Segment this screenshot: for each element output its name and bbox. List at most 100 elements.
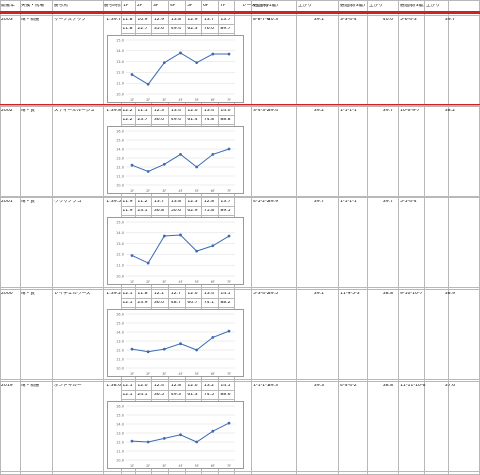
race-year: 2003 bbox=[1, 18, 13, 22]
lap-time-7: 13.7 bbox=[220, 18, 231, 22]
race-condition: 晴・良 bbox=[21, 200, 35, 204]
grid-line bbox=[0, 196, 480, 197]
winner-name: レイチェルウーズ bbox=[54, 292, 91, 296]
cumulative-time-3: 36.5 bbox=[153, 393, 165, 397]
grid-line bbox=[0, 106, 480, 107]
race-last-3f: 39.3 bbox=[267, 384, 278, 388]
x-tick-label: 2F bbox=[146, 98, 150, 102]
y-tick-label: 10.0 bbox=[116, 366, 125, 370]
y-tick-label: 14.0 bbox=[116, 49, 125, 53]
lap-chart-svg: 16.0 15.0 14.0 13.0 12.0 11.0 10.0 1F 2F 3F 4F 5F 6F… bbox=[116, 312, 235, 376]
grid-line bbox=[398, 0, 399, 475]
cumulative-time-4: 49.4 bbox=[170, 118, 182, 122]
y-tick-label: 10.0 bbox=[116, 458, 125, 462]
x-tick-label: 2F bbox=[146, 464, 150, 468]
lap-chart: 16.0 15.0 14.0 13.0 12.0 11.0 10.0 1F 2F 3F 4F 5F 6F… bbox=[107, 401, 244, 469]
cumulative-time-5: 61.3 bbox=[187, 393, 198, 397]
lap-point-5 bbox=[195, 440, 199, 444]
y-tick-label: 15.0 bbox=[116, 38, 125, 42]
cumulative-time-1: 12.2 bbox=[122, 118, 133, 122]
x-tick-label: 1F bbox=[130, 372, 134, 376]
y-tick-label: 12.0 bbox=[116, 165, 125, 169]
lap-point-6 bbox=[211, 336, 215, 339]
x-tick-label: 2F bbox=[146, 372, 150, 376]
lap-time-1: 12.2 bbox=[122, 109, 133, 113]
race-year: 2019 bbox=[1, 384, 13, 388]
cumulative-time-1: 11.9 bbox=[122, 209, 133, 213]
passing-order-3rd: 4-4-4-2 bbox=[340, 384, 357, 388]
cumulative-time-4: 49.3 bbox=[170, 393, 182, 397]
lap-point-2 bbox=[146, 350, 150, 354]
y-tick-label: 12.0 bbox=[116, 440, 125, 444]
grid-line bbox=[0, 15, 480, 16]
cumulative-time-6: 74.8 bbox=[203, 118, 215, 122]
lap-time-4: 13.8 bbox=[170, 18, 182, 22]
last-3f-1st: 39.2 bbox=[313, 109, 324, 113]
x-tick-label: 5F bbox=[195, 189, 199, 193]
grid-line bbox=[0, 289, 480, 290]
x-tick-label: 7F bbox=[227, 372, 231, 376]
lap-point-3 bbox=[162, 437, 166, 440]
race-last-3f: 40.3 bbox=[267, 18, 278, 22]
x-tick-label: 1F bbox=[130, 280, 134, 284]
y-tick-label: 16.0 bbox=[116, 312, 125, 316]
x-tick-label: 2F bbox=[146, 280, 150, 284]
lap-time-3: 12.3 bbox=[153, 109, 165, 113]
lap-time-6: 13.7 bbox=[203, 18, 215, 22]
x-tick-label: 5F bbox=[195, 372, 199, 376]
lap-time-5: 12.0 bbox=[187, 109, 198, 113]
grid-line bbox=[0, 197, 480, 198]
passing-order-x: 9-10-10-7 bbox=[400, 292, 423, 296]
passing-order-1st: 3-4-3-2 bbox=[253, 109, 270, 113]
last-3f-3rd: 39.7 bbox=[382, 109, 393, 113]
x-tick-label: 1F bbox=[130, 189, 134, 193]
header-weather-track: 天候・馬場 bbox=[21, 4, 44, 8]
cumulative-time-3: 36.0 bbox=[153, 301, 165, 305]
passing-order-3rd: 3-3-4-4 bbox=[340, 18, 357, 22]
lap-chart-svg: 16.0 15.0 14.0 13.0 12.0 11.0 10.0 1F 2F 3F 4F 5F 6F… bbox=[116, 404, 235, 468]
grid-line bbox=[0, 105, 480, 106]
lap-series-line bbox=[131, 148, 230, 173]
last-3f-1st: 39.1 bbox=[313, 18, 324, 22]
lap-time-2: 11.5 bbox=[137, 109, 148, 113]
lap-point-4 bbox=[179, 51, 182, 55]
grid-line bbox=[367, 0, 368, 475]
win-time: 1:38.6 bbox=[106, 384, 121, 388]
grid-line bbox=[121, 33, 234, 34]
lap-time-1: 11.8 bbox=[122, 18, 133, 22]
x-tick-label: 4F bbox=[178, 280, 182, 284]
cumulative-time-5: 60.7 bbox=[187, 301, 198, 305]
cumulative-time-1: 11.8 bbox=[122, 27, 133, 31]
lap-series-line bbox=[131, 330, 230, 353]
passing-order-3rd: 1-1-1-1 bbox=[340, 109, 357, 113]
last-3f-1st: 39.1 bbox=[313, 292, 324, 296]
grid-line bbox=[121, 124, 234, 125]
last-3f-3rd: 38.8 bbox=[382, 384, 393, 388]
lap-point-1 bbox=[130, 254, 134, 257]
x-tick-label: 6F bbox=[211, 280, 215, 284]
y-tick-label: 12.0 bbox=[116, 71, 125, 75]
lap-chart: 16.0 15.0 14.0 13.0 12.0 11.0 10.0 1F 2F 3F 4F 5F 6F… bbox=[107, 126, 244, 194]
header-lap-6: 6F bbox=[203, 4, 209, 8]
cumulative-time-1: 12.1 bbox=[122, 301, 133, 305]
y-tick-label: 11.0 bbox=[116, 174, 125, 178]
cumulative-time-1: 12.1 bbox=[122, 393, 133, 397]
lap-point-3 bbox=[162, 347, 166, 351]
passing-order-x: 10-6-9-7 bbox=[400, 109, 420, 113]
lap-point-6 bbox=[211, 429, 215, 433]
passing-order-3rd: 11-9-5-3 bbox=[340, 292, 360, 296]
x-tick-label: 1F bbox=[130, 98, 134, 102]
header-last-1st: 上がり bbox=[298, 4, 312, 8]
winner-name: ボンドギルー bbox=[54, 384, 82, 388]
cumulative-time-5: 62.3 bbox=[187, 27, 198, 31]
cumulative-time-2: 22.7 bbox=[137, 27, 148, 31]
lap-point-3 bbox=[162, 61, 166, 65]
lap-time-3: 12.1 bbox=[153, 292, 165, 296]
y-tick-label: 14.0 bbox=[116, 330, 125, 334]
x-tick-label: 6F bbox=[211, 189, 215, 193]
x-tick-label: 1F bbox=[130, 464, 134, 468]
race-condition: 晴・良 bbox=[21, 109, 35, 113]
lap-point-6 bbox=[211, 153, 215, 156]
header-corner-1st: 通過順(1着) bbox=[253, 4, 278, 8]
header-corner-3rd: 通過順(3着) bbox=[340, 4, 365, 8]
